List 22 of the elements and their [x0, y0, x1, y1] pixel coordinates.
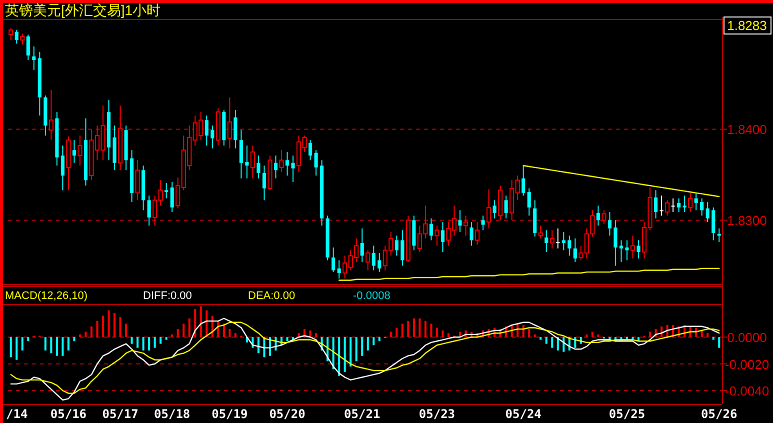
x-tick-label: 05/21	[344, 407, 380, 421]
text: -0.0008	[353, 290, 390, 302]
x-tick-label: 05/16	[50, 407, 87, 421]
y-tick-label: -0.0040	[724, 384, 770, 399]
text: 1.8283	[727, 18, 767, 33]
x-tick-label: 05/18	[154, 407, 190, 421]
x-tick-label: 05/19	[212, 407, 248, 421]
y-tick-label: 0.0000	[727, 330, 767, 346]
y-tick-label: 1.8300	[727, 213, 767, 228]
x-tick-label: 05/23	[418, 407, 456, 421]
chart-title: 英镑美元[外汇交易]1小时	[5, 2, 161, 18]
x-tick-label: 05/20	[269, 407, 306, 421]
x-tick-label: 05/17	[102, 407, 138, 421]
x-tick-label: 05/26	[701, 407, 738, 421]
x-tick-label: 05/24	[505, 407, 542, 421]
y-tick-label: 1.8400	[727, 122, 767, 138]
text: DIFF:0.00	[143, 290, 192, 302]
x-tick-label: 05/25	[608, 407, 646, 421]
chart-title: MACD(12,26,10)	[5, 290, 88, 302]
series-label: DEA:0.00	[248, 290, 296, 302]
x-tick-label: /14	[6, 407, 28, 421]
y-tick-label: -0.0020	[724, 356, 770, 372]
